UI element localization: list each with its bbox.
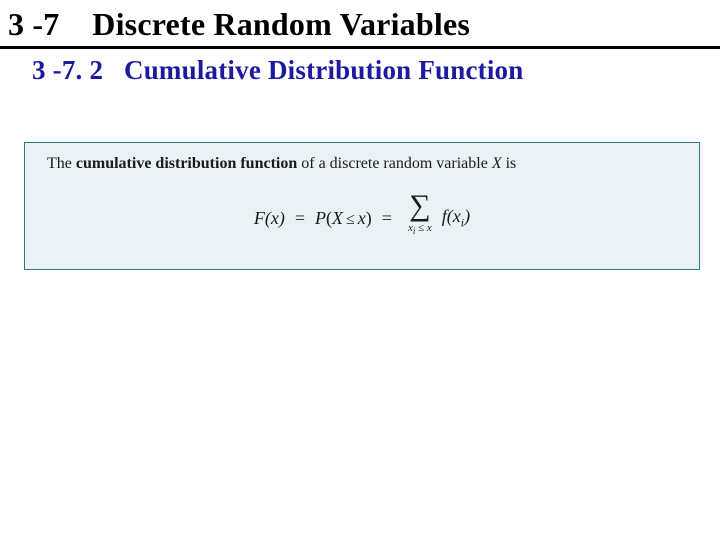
definition-var: X — [492, 155, 502, 172]
sum-index-rel: ≤ — [418, 222, 424, 234]
definition-box: The cumulative distribution function of … — [24, 142, 700, 270]
formula-prob-func: P — [315, 208, 326, 228]
formula-lhs-arg: x — [271, 208, 279, 228]
subsection-number: 3 -7. 2 — [32, 55, 103, 85]
formula-prob-rel: ≤ — [343, 211, 358, 228]
slide-page: 3 -7 Discrete Random Variables 3 -7. 2 C… — [0, 0, 720, 540]
summand-var: x — [453, 206, 461, 226]
definition-trail: is — [502, 155, 517, 172]
formula-sum-sub: xi ≤ x — [408, 223, 432, 237]
title-rule — [0, 46, 720, 49]
section-spacer — [68, 6, 84, 42]
section-number: 3 -7 — [8, 6, 59, 42]
formula-summand: f(xi) — [442, 206, 470, 231]
section-title-text: Discrete Random Variables — [92, 6, 470, 42]
subsection-title-text: Cumulative Distribution Function — [124, 55, 523, 85]
sum-index-bound: x — [427, 222, 432, 234]
formula-prob-var: X — [332, 208, 343, 228]
formula-prob-arg: x — [358, 208, 366, 228]
formula: F(x) = P(X≤x) = ∑ x i ≤ x f(xi) — [25, 191, 699, 245]
subsection-title: 3 -7. 2 Cumulative Distribution Function — [32, 55, 523, 86]
formula-lhs-func: F — [254, 208, 265, 228]
formula-inner: F(x) = P(X≤x) = ∑ x i ≤ x f(xi) — [254, 191, 470, 245]
definition-term: cumulative distribution function — [76, 155, 297, 172]
formula-prob: P(X≤x) — [315, 208, 372, 229]
definition-text: The cumulative distribution function of … — [47, 155, 516, 173]
subsection-spacer — [110, 55, 117, 85]
definition-mid: of a discrete random variable — [297, 155, 492, 172]
formula-eq2: = — [376, 208, 398, 229]
section-title: 3 -7 Discrete Random Variables — [8, 6, 470, 43]
sigma-icon: ∑ — [408, 191, 432, 221]
formula-sum: ∑ xi ≤ x — [406, 191, 434, 245]
formula-eq1: = — [289, 208, 311, 229]
summand-close: ) — [464, 206, 470, 226]
formula-prob-close: ) — [366, 208, 372, 228]
formula-lhs: F(x) — [254, 208, 285, 229]
sum-index-sub: i — [413, 226, 416, 236]
definition-lead: The — [47, 155, 76, 172]
